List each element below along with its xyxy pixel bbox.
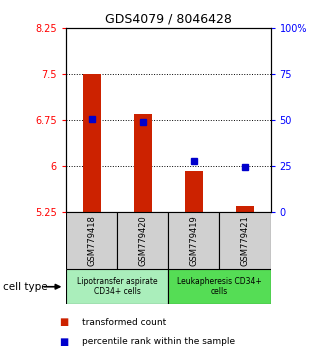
Title: GDS4079 / 8046428: GDS4079 / 8046428 bbox=[105, 13, 232, 26]
Bar bbox=[219, 212, 271, 269]
Text: percentile rank within the sample: percentile rank within the sample bbox=[82, 337, 236, 346]
Text: GSM779418: GSM779418 bbox=[87, 215, 96, 266]
Bar bbox=[185, 171, 203, 212]
Text: transformed count: transformed count bbox=[82, 318, 167, 327]
Text: ■: ■ bbox=[59, 317, 69, 327]
Bar bbox=[236, 206, 254, 212]
Bar bbox=[117, 212, 168, 269]
Text: GSM779421: GSM779421 bbox=[241, 215, 249, 266]
Bar bbox=[66, 269, 168, 304]
Bar bbox=[82, 74, 101, 212]
Bar bbox=[134, 114, 152, 212]
Bar bbox=[66, 212, 117, 269]
Text: Lipotransfer aspirate
CD34+ cells: Lipotransfer aspirate CD34+ cells bbox=[77, 277, 157, 296]
Text: ■: ■ bbox=[59, 337, 69, 347]
Text: Leukapheresis CD34+
cells: Leukapheresis CD34+ cells bbox=[177, 277, 262, 296]
Bar bbox=[168, 212, 219, 269]
Text: GSM779420: GSM779420 bbox=[138, 215, 147, 266]
Text: GSM779419: GSM779419 bbox=[189, 215, 198, 266]
Text: cell type: cell type bbox=[3, 282, 48, 292]
Bar bbox=[168, 269, 271, 304]
